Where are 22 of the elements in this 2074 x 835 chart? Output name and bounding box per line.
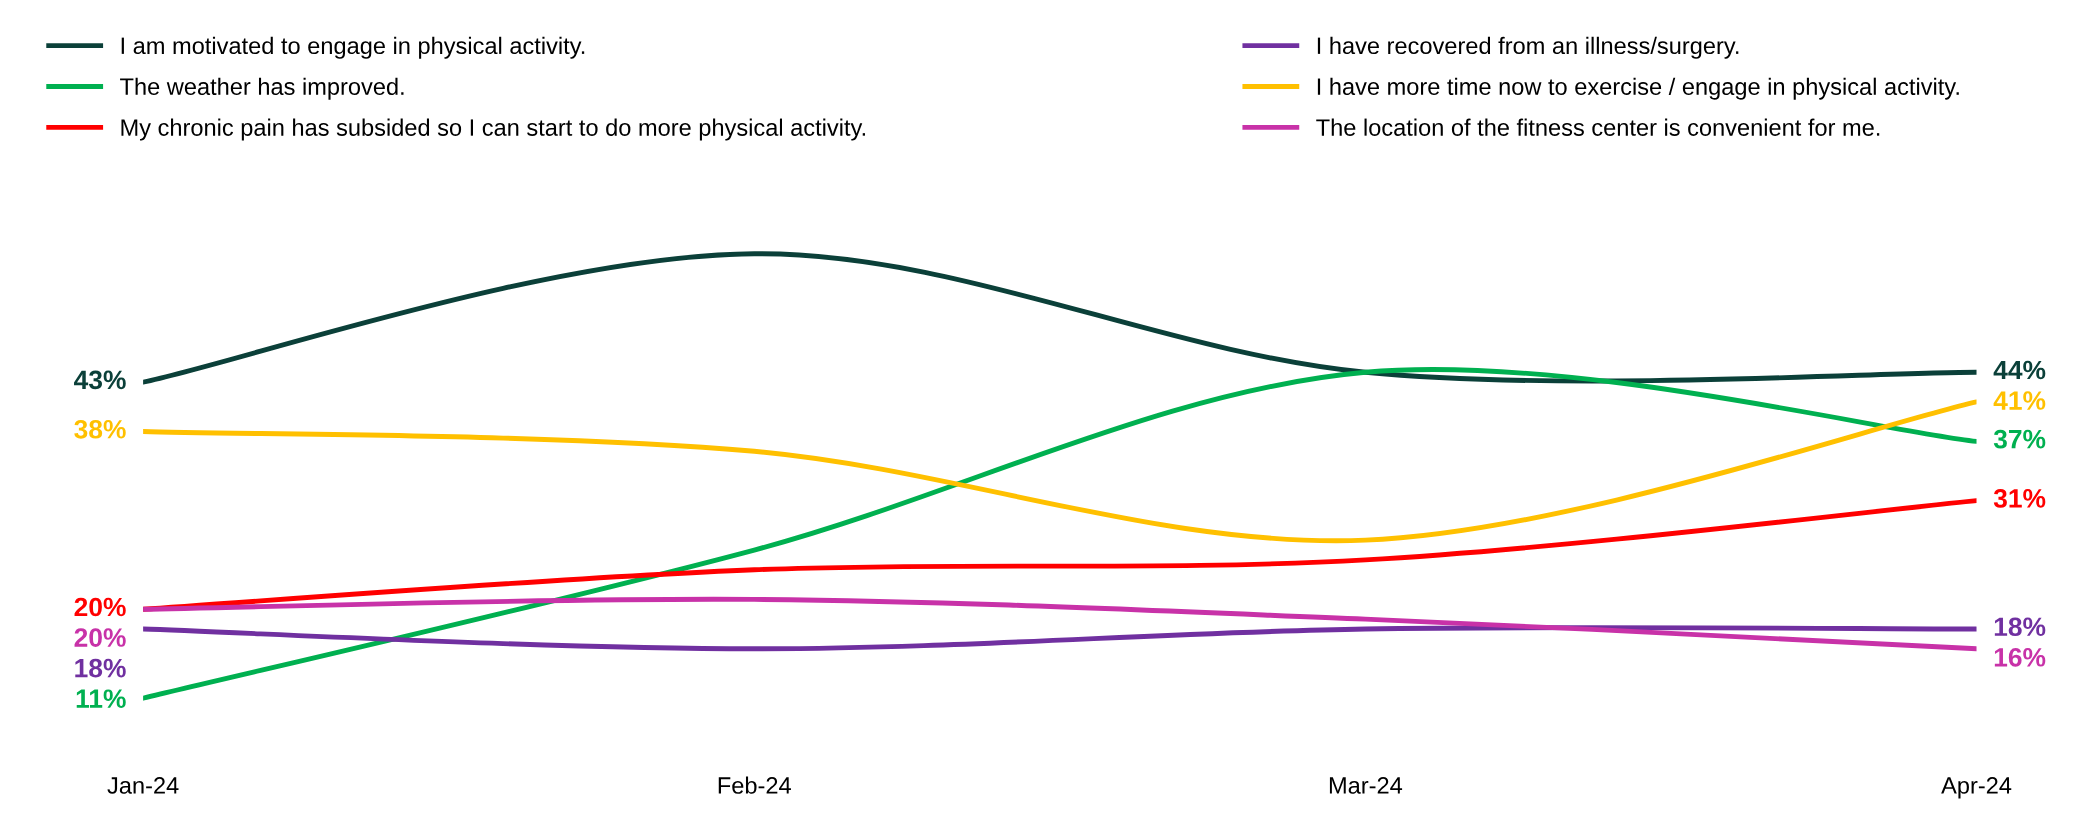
data-label: 11% <box>76 689 126 708</box>
data-label: 20% <box>74 628 126 647</box>
data-label: 18% <box>75 658 126 678</box>
x-tick-label: Apr-24 <box>1941 777 2012 799</box>
data-label: 37% <box>1993 429 2046 449</box>
legend-label: I have recovered from an illness/surgery. <box>1317 36 1739 59</box>
legend-label: The location of the fitness center is convenient for me. <box>1316 118 1880 136</box>
data-label: 43% <box>74 370 126 390</box>
x-tick-label: Jan-24 <box>107 777 179 794</box>
data-label: 16% <box>1994 647 2046 667</box>
data-label: 31% <box>1993 489 2046 508</box>
x-tick-label: Feb-24 <box>718 776 791 794</box>
data-label: 38% <box>74 419 126 439</box>
data-label: 18% <box>1994 617 2046 637</box>
legend-label: The weather has improved. <box>120 77 404 100</box>
legend-label: My chronic pain has subsided so I can start to do more physical activity. <box>121 118 865 141</box>
data-label: 20% <box>74 597 126 617</box>
x-tick-label: Mar-24 <box>1329 777 1403 794</box>
legend-label: I have more time now to exercise / engage in physical activity. <box>1317 77 1959 100</box>
legend-label: I am motivated to engage in physical activity. <box>121 36 585 59</box>
data-label: 44% <box>1993 360 2046 380</box>
data-label: 41% <box>1993 391 2046 410</box>
